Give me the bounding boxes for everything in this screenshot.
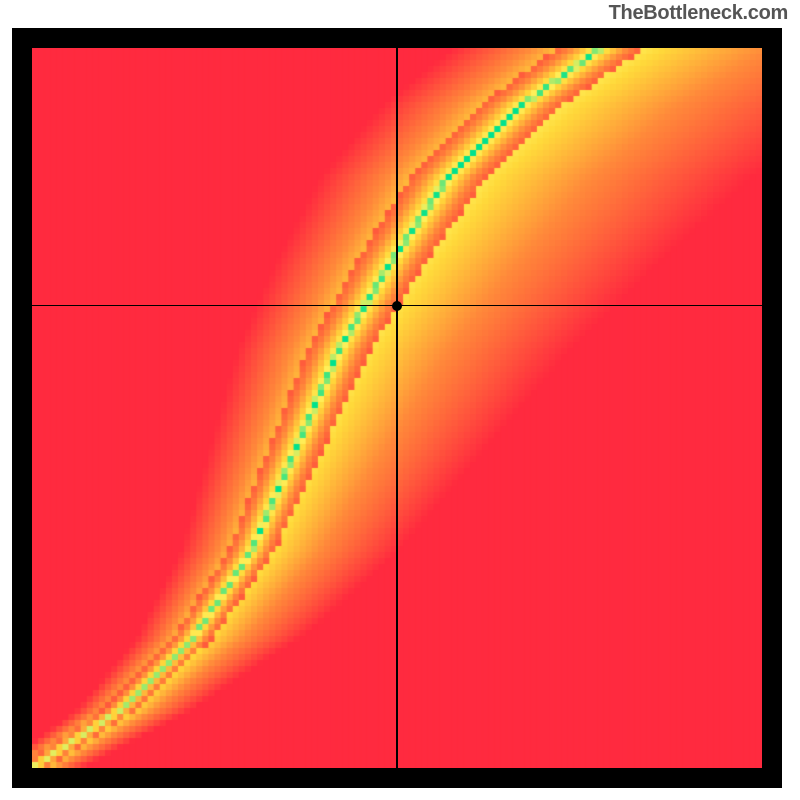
chart-container: TheBottleneck.com (0, 0, 800, 800)
crosshair-marker-dot (392, 301, 402, 311)
crosshair-vertical (396, 48, 397, 768)
watermark-text: TheBottleneck.com (609, 2, 788, 25)
